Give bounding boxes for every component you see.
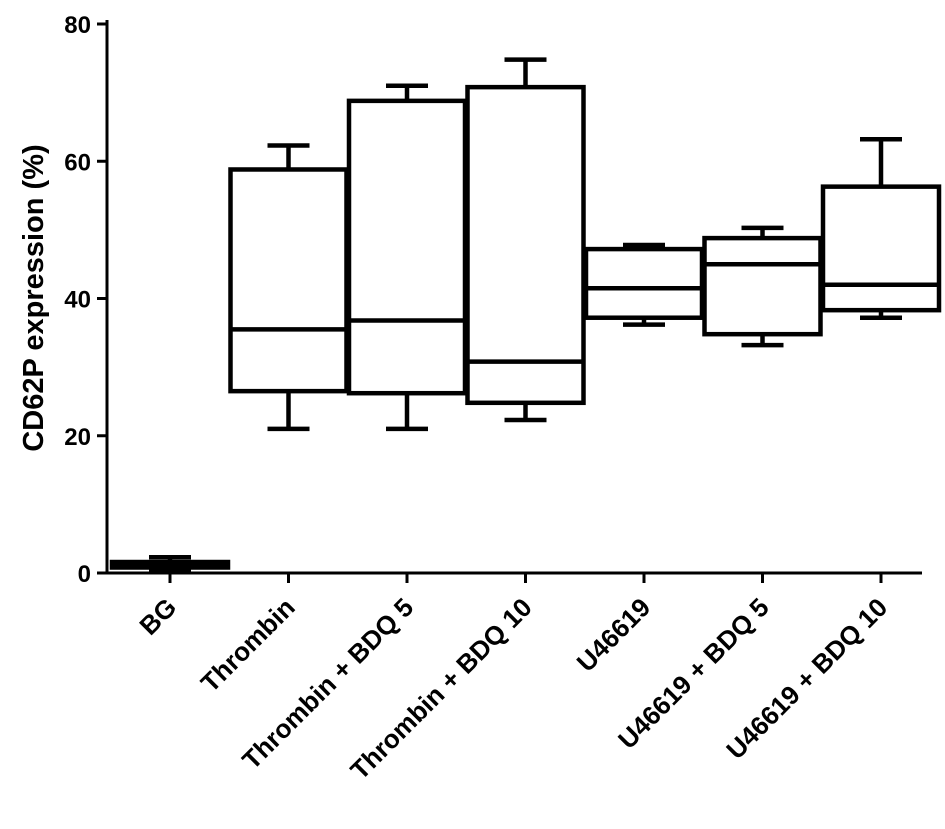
box-series: [109, 57, 942, 572]
iqr-box: [702, 235, 823, 337]
y-tick-label: 20: [64, 424, 91, 451]
box-5: [702, 225, 823, 348]
box-1: [228, 143, 349, 432]
y-axis-title: CD62P expression (%): [18, 144, 50, 451]
iqr-box: [228, 167, 349, 394]
iqr-box: [820, 184, 942, 313]
box-0: [109, 554, 231, 572]
category-label: U46619: [571, 592, 657, 678]
y-axis-ticks: 0 20 40 60 80: [64, 12, 107, 588]
y-tick-label: 80: [64, 12, 91, 39]
category-label: Thrombin: [195, 592, 301, 698]
box-6: [820, 137, 942, 320]
y-tick-label: 0: [78, 561, 91, 588]
iqr-box: [346, 98, 468, 396]
category-label: BG: [133, 592, 182, 641]
iqr-box: [465, 84, 586, 406]
y-tick-label: 60: [64, 149, 91, 176]
box-4: [583, 242, 705, 327]
box-3: [465, 57, 586, 423]
x-axis-ticks: [168, 573, 883, 583]
y-tick-label: 40: [64, 287, 91, 314]
box-2: [346, 83, 468, 432]
iqr-box: [583, 246, 705, 320]
